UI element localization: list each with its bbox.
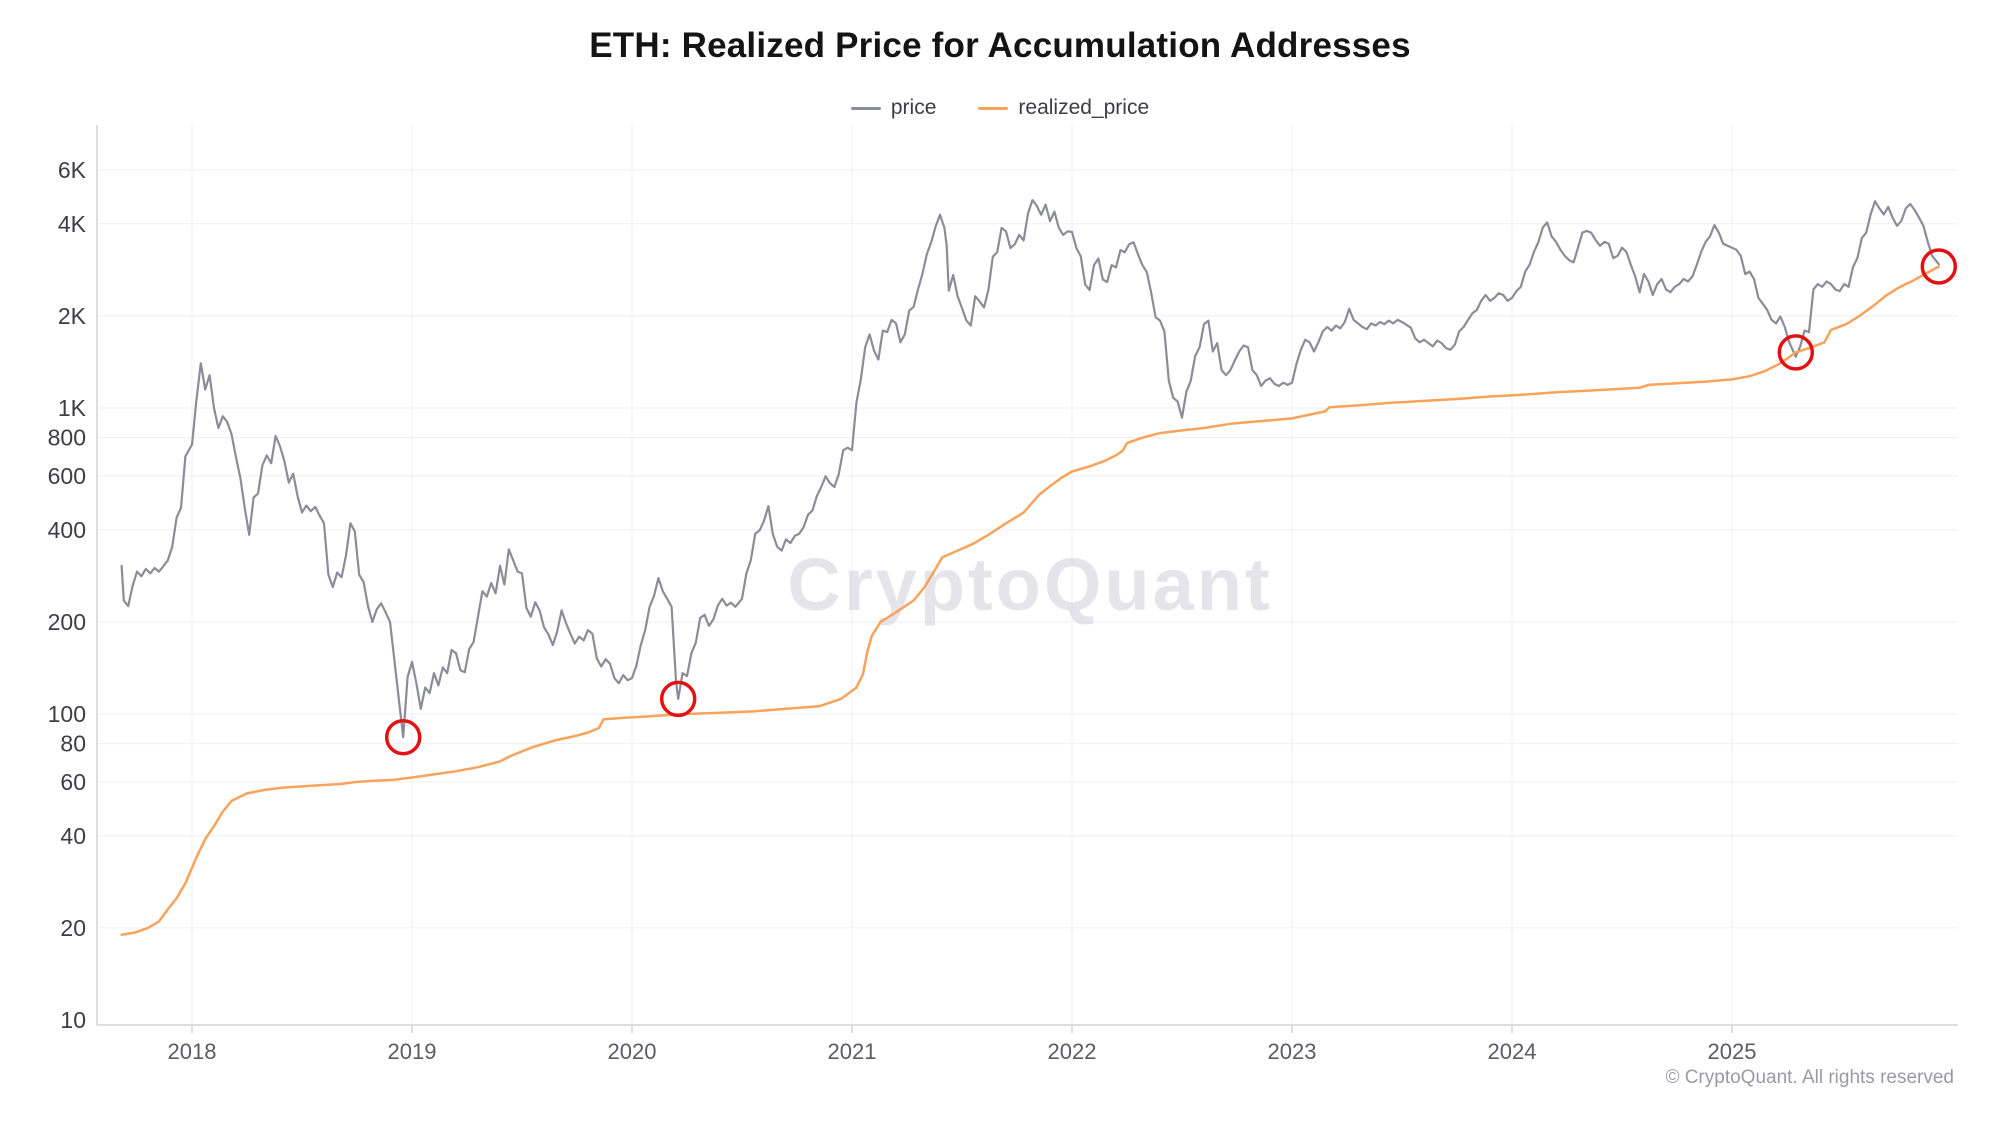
y-axis-label: 100 [48, 701, 86, 727]
legend-label-realized-price: realized_price [1018, 96, 1150, 119]
y-axis-label: 2K [58, 303, 87, 329]
y-axis-label: 10 [60, 1007, 86, 1033]
y-axis-label: 60 [60, 769, 86, 795]
event-marker-circle [659, 680, 697, 718]
realized-price-line-swatch [978, 106, 1009, 110]
x-axis-label: 2022 [1048, 1039, 1097, 1064]
y-axis-label: 80 [60, 731, 86, 757]
y-axis-label: 800 [48, 425, 86, 451]
legend-item-realized-price[interactable]: realized_price [978, 96, 1149, 120]
y-axis-label: 1K [58, 395, 87, 421]
y-axis-label: 6K [58, 157, 87, 183]
y-axis-label: 600 [48, 463, 86, 489]
event-marker-circle [384, 718, 422, 756]
x-axis-label: 2025 [1708, 1039, 1757, 1064]
chart-title: ETH: Realized Price for Accumulation Add… [589, 26, 1411, 65]
legend-item-price[interactable]: price [850, 96, 937, 120]
x-axis-label: 2024 [1488, 1039, 1537, 1064]
x-axis-label: 2018 [168, 1039, 217, 1064]
realized_price-line [120, 265, 1941, 936]
y-axis-label: 4K [58, 211, 87, 237]
x-axis-label: 2020 [608, 1039, 657, 1064]
price-line [120, 199, 1940, 739]
y-axis-label: 40 [60, 823, 86, 849]
event-marker-circle [1777, 334, 1815, 371]
event-marker-circle [1920, 248, 1958, 285]
legend: price realized_price [0, 96, 2000, 120]
y-axis-label: 400 [48, 517, 86, 543]
y-axis-label: 20 [60, 915, 86, 941]
copyright-notice: © CryptoQuant. All rights reserved [1665, 1067, 1954, 1088]
price-line-swatch [850, 106, 881, 110]
x-axis-label: 2021 [828, 1039, 877, 1064]
y-axis-label: 200 [48, 609, 86, 635]
watermark: CryptoQuant [787, 543, 1272, 626]
x-axis-label: 2023 [1268, 1039, 1317, 1064]
x-axis-label: 2019 [388, 1039, 437, 1064]
legend-label-price: price [890, 96, 937, 119]
